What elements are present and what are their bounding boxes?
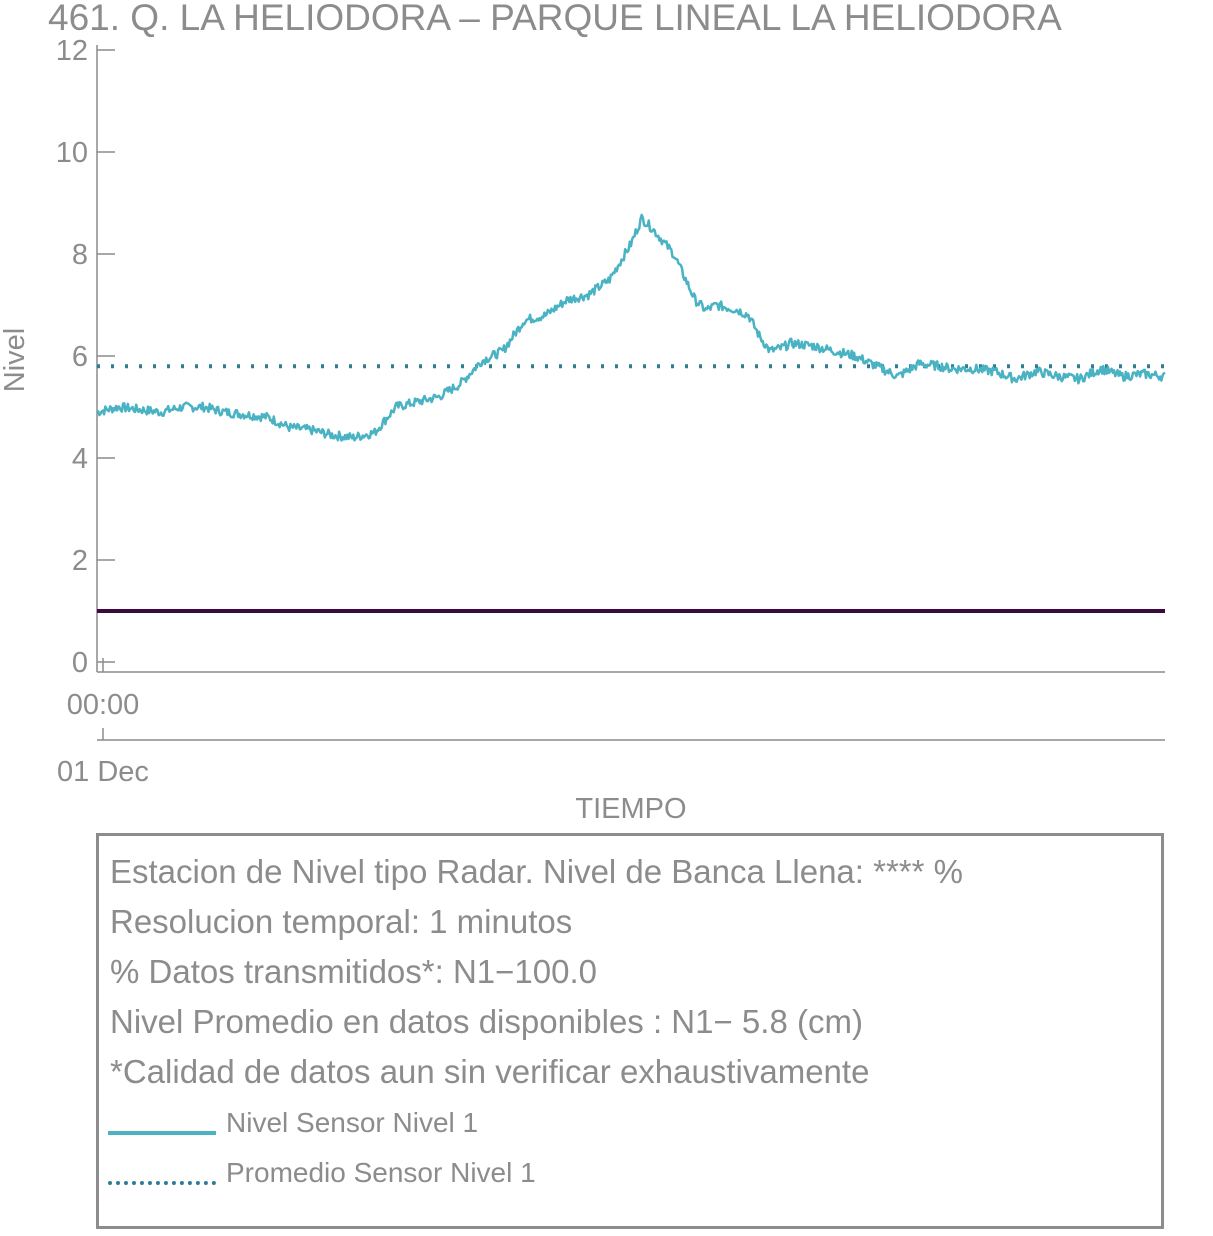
y-tick-label: 10 (56, 137, 88, 169)
sensor-series-line (96, 213, 1166, 442)
y-tick-label: 4 (72, 443, 88, 475)
y-tick-label: 12 (56, 35, 88, 67)
legend-label-average: Promedio Sensor Nivel 1 (226, 1157, 536, 1188)
info-line-resolution: Resolucion temporal: 1 minutos (110, 903, 573, 940)
info-line-transmitted: % Datos transmitidos*: N1−100.0 (110, 953, 597, 990)
y-tick-label: 8 (72, 239, 88, 271)
info-line-average: Nivel Promedio en datos disponibles : N1… (110, 1003, 863, 1040)
x-axis: 00:00 01 Dec (57, 658, 1165, 788)
legend-swatch-average (108, 1181, 216, 1185)
legend-swatch-sensor (108, 1131, 216, 1135)
chart-marks (96, 213, 1166, 613)
info-line-quality: *Calidad de datos aun sin verificar exha… (110, 1053, 870, 1090)
y-axis-label: Nivel (0, 328, 31, 392)
legend-label-sensor: Nivel Sensor Nivel 1 (226, 1107, 479, 1138)
y-tick-label: 0 (72, 647, 88, 679)
y-axis: 0 2 4 6 8 10 12 (56, 35, 115, 679)
legend-box (96, 833, 1164, 1229)
chart-title: 461. Q. LA HELIODORA – PARQUE LINEAL LA … (48, 0, 1062, 38)
x-axis-label: TIEMPO (575, 793, 686, 825)
info-line-station: Estacion de Nivel tipo Radar. Nivel de B… (110, 853, 963, 890)
y-tick-label: 2 (72, 545, 88, 577)
y-tick-label: 6 (72, 341, 88, 373)
x-tick-label-date: 01 Dec (57, 756, 149, 788)
chart: 461. Q. LA HELIODORA – PARQUE LINEAL LA … (0, 0, 1166, 825)
x-tick-label-time: 00:00 (67, 689, 140, 721)
